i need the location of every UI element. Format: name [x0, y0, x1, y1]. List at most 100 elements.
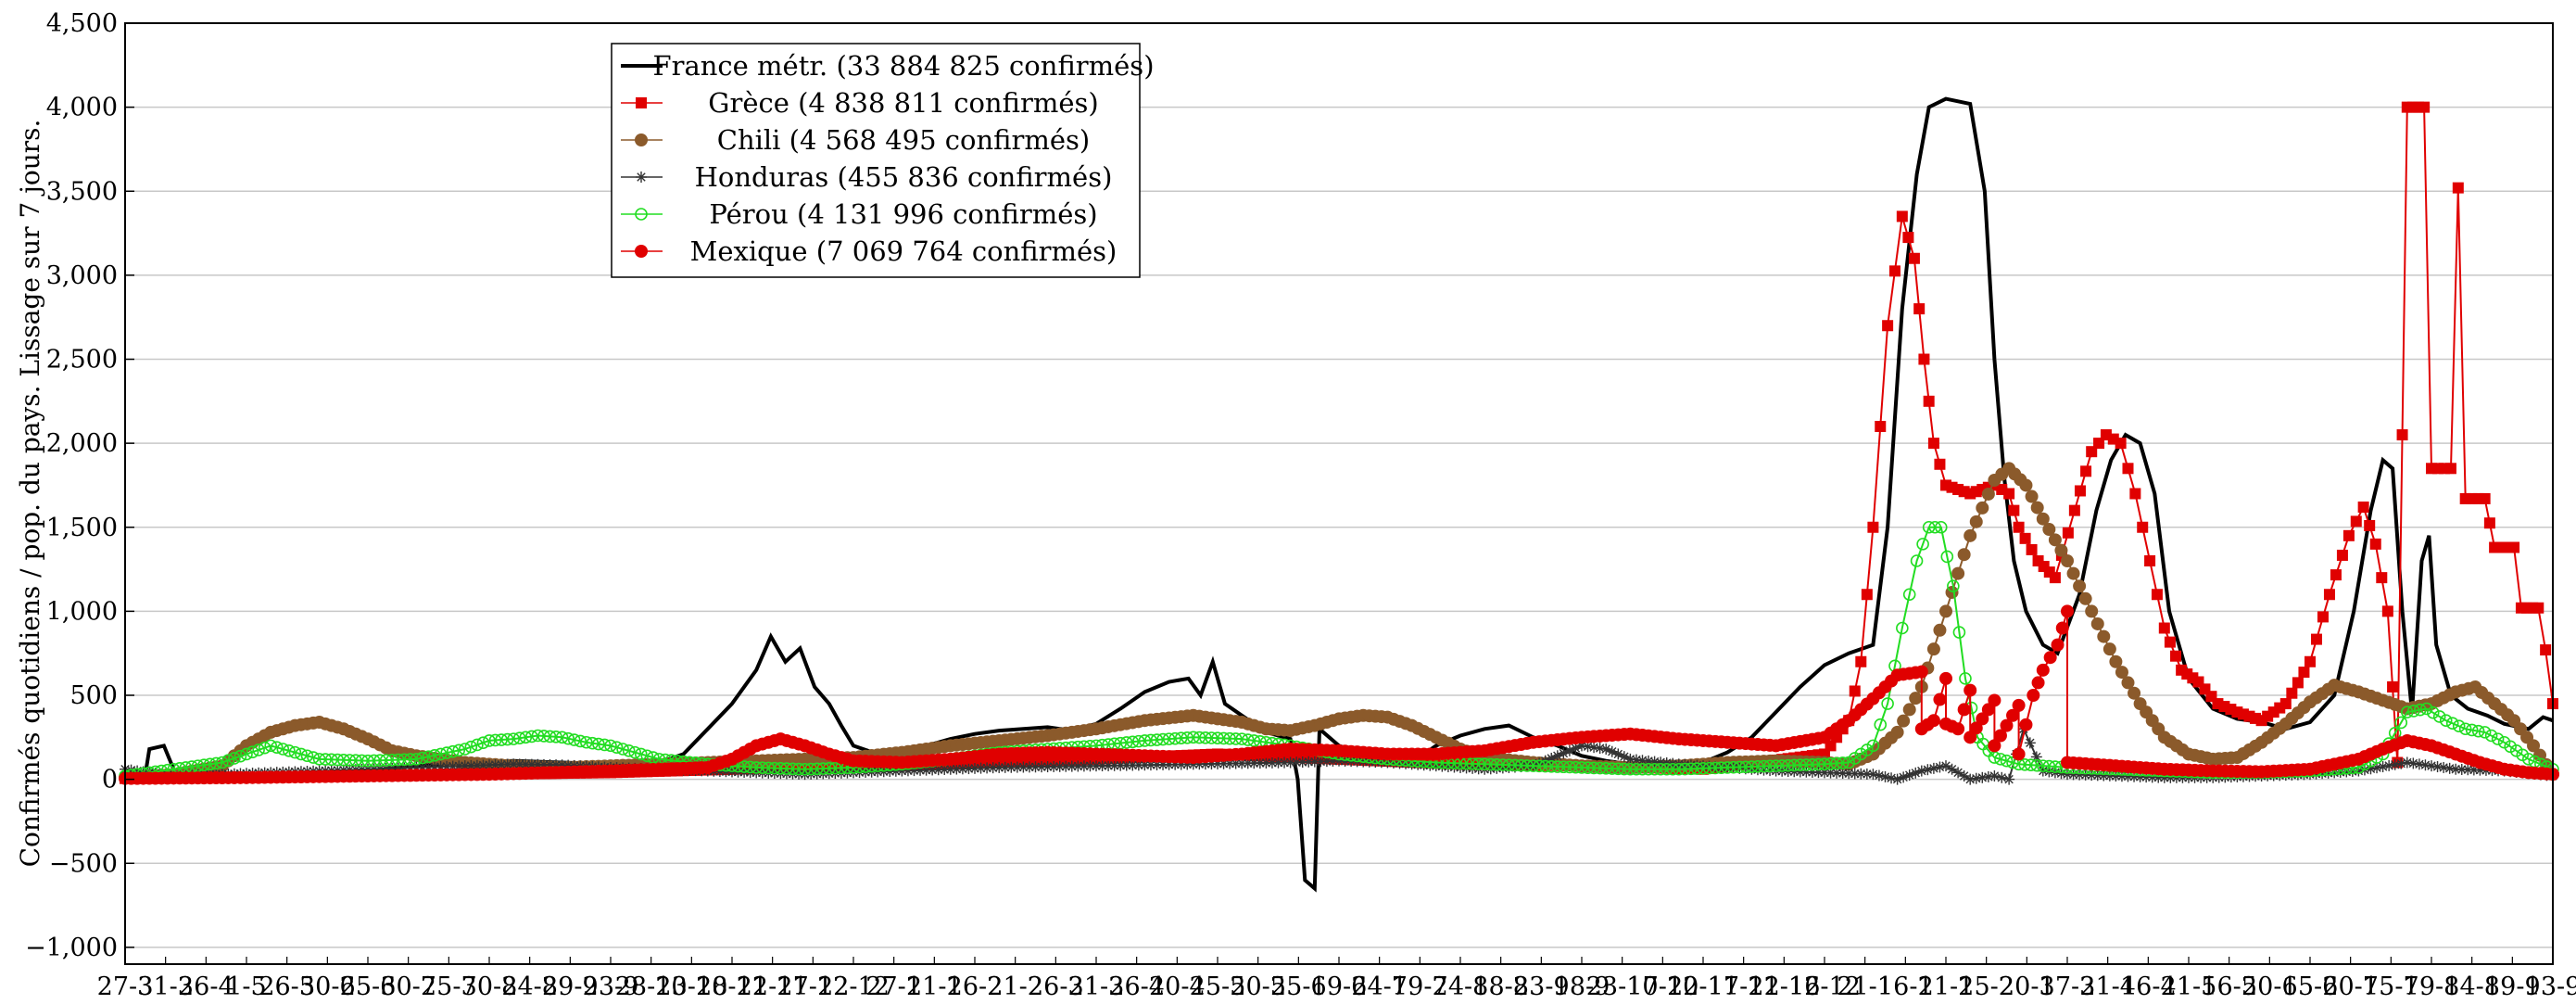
data-point-stroke	[1273, 758, 1283, 768]
data-point	[1690, 762, 1704, 775]
y-tick-label: 3,000	[46, 261, 118, 290]
data-point-stroke	[1109, 761, 1119, 770]
data-point-stroke	[2391, 760, 2400, 769]
series-line	[124, 466, 2554, 779]
data-point	[295, 747, 308, 761]
data-point	[604, 739, 617, 753]
data-point	[1235, 732, 1248, 745]
x-tick-label: 22-11	[737, 972, 809, 1000]
data-point-stroke	[970, 764, 979, 773]
data-point	[288, 745, 302, 759]
data-point	[2342, 529, 2355, 541]
data-point	[1496, 758, 1509, 771]
x-tick-label: 31-3	[137, 972, 194, 1000]
data-point	[1940, 760, 1951, 772]
data-point	[398, 753, 411, 767]
data-point	[567, 733, 581, 746]
x-tick-label: 21-3	[1068, 972, 1125, 1000]
data-point	[2279, 698, 2292, 710]
data-point	[1952, 626, 1966, 639]
data-point	[1193, 731, 1206, 744]
data-point	[1923, 395, 1935, 407]
y-tick-label: 0	[102, 766, 118, 794]
data-point-stroke	[1601, 744, 1610, 754]
data-point	[1976, 501, 1989, 515]
x-tick-label: 22-12	[1748, 972, 1820, 1000]
data-point	[1697, 762, 1710, 775]
data-point	[798, 762, 812, 776]
data-point-stroke	[1316, 756, 1326, 767]
data-point-stroke	[2342, 767, 2351, 777]
data-point	[1902, 703, 1916, 717]
data-point	[549, 731, 562, 743]
data-point	[1882, 320, 1894, 332]
data-point-stroke	[1085, 761, 1095, 770]
data-point	[531, 729, 545, 743]
data-point	[2008, 504, 2020, 516]
series-mexique	[119, 604, 2559, 785]
data-point	[2109, 655, 2123, 668]
data-point	[1763, 759, 1776, 773]
data-point	[762, 761, 776, 775]
data-point	[221, 754, 235, 768]
data-point	[367, 754, 381, 768]
data-point	[2102, 642, 2116, 656]
data-point	[2042, 759, 2056, 773]
data-point	[1806, 757, 1819, 771]
data-point-stroke	[1917, 766, 1926, 776]
x-tick-label: 13-9	[2525, 972, 2576, 1000]
data-point-stroke	[1965, 774, 1975, 784]
data-point	[1623, 762, 1637, 776]
data-point	[2097, 629, 2111, 643]
data-point	[507, 732, 521, 745]
data-point-stroke	[928, 765, 937, 775]
data-point	[1951, 722, 1965, 736]
data-point	[2051, 638, 2065, 652]
data-point	[1533, 759, 1546, 773]
data-point-stroke	[1959, 771, 1969, 781]
y-tick-label: 4,500	[46, 9, 118, 38]
data-point	[1939, 671, 1952, 685]
x-tick-label: 16-4	[2120, 972, 2177, 1000]
data-point	[1612, 748, 1624, 760]
data-point	[635, 208, 648, 221]
data-point	[1799, 758, 1813, 771]
x-tick-label: 15-2	[1958, 972, 2014, 1000]
y-tick-label: 4,000	[46, 94, 118, 122]
x-tick-label: 14-8	[2443, 972, 2500, 1000]
data-point-stroke	[1134, 760, 1143, 770]
data-point	[1951, 566, 1965, 580]
data-point	[2019, 532, 2031, 544]
x-tick-label: 22-11	[1667, 972, 1739, 1000]
data-point-stroke	[1237, 758, 1246, 769]
data-point	[2323, 589, 2335, 601]
data-point	[2406, 705, 2420, 718]
data-point	[1915, 765, 1927, 777]
data-point	[1866, 739, 1880, 753]
data-point	[2018, 757, 2031, 771]
data-point-stroke	[454, 761, 463, 771]
data-point	[2376, 572, 2388, 584]
data-point	[2024, 737, 2036, 749]
x-tick-label: 30-6	[299, 972, 356, 1000]
data-point-stroke	[1608, 747, 1617, 756]
data-point	[464, 740, 478, 754]
data-point	[379, 754, 393, 767]
data-point-stroke	[1073, 761, 1083, 771]
data-point	[416, 751, 429, 765]
data-point-stroke	[637, 172, 646, 182]
data-point-stroke	[497, 760, 506, 769]
data-point	[1933, 693, 1947, 706]
data-point	[2027, 689, 2040, 702]
data-point	[1526, 759, 1540, 772]
data-point-stroke	[1492, 764, 1501, 773]
data-point	[2310, 633, 2322, 645]
data-point	[743, 760, 757, 774]
data-point	[258, 741, 271, 755]
data-point	[2164, 636, 2176, 648]
data-point-stroke	[2026, 738, 2035, 748]
data-point	[2030, 758, 2044, 772]
data-point	[1988, 693, 2001, 707]
data-point	[2000, 718, 2014, 732]
data-point	[1678, 762, 1692, 776]
